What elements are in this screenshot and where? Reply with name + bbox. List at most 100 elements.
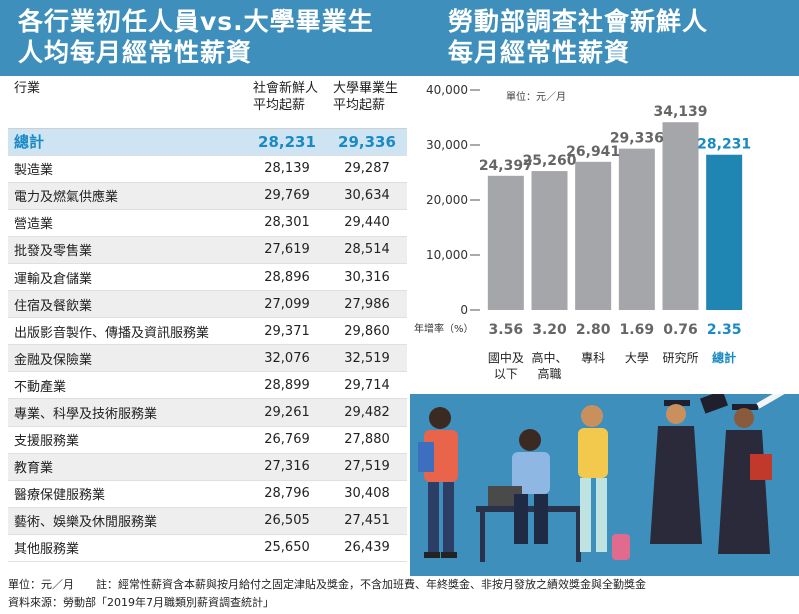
cell-fresh-salary: 25,650 (247, 534, 327, 563)
cell-grad-salary: 29,714 (327, 371, 407, 400)
cell-grad-salary: 29,440 (327, 209, 407, 237)
bar-value-label: 28,231 (697, 137, 751, 153)
category-label-line1: 專科 (581, 351, 605, 365)
cell-grad-salary: 30,316 (327, 263, 407, 292)
cell-fresh-salary: 28,896 (247, 263, 327, 292)
table-row: 不動產業 28,899 29,714 (8, 371, 407, 400)
growth-row-label: 年增率（%） (414, 322, 474, 335)
table-row: 運輸及倉儲業 28,896 30,316 (8, 263, 407, 292)
bar-value-label: 25,260 (522, 153, 576, 169)
graduates-illustration-image (418, 394, 786, 562)
table-row: 教育業 27,316 27,519 (8, 453, 407, 481)
category-label-line1: 國中及 (488, 350, 524, 365)
growth-rate-label: 3.56 (489, 322, 524, 338)
growth-rate-label: 2.80 (576, 322, 611, 338)
growth-rate-label: 0.76 (663, 322, 698, 338)
cell-grad-salary: 27,880 (327, 426, 407, 454)
cell-industry: 製造業 (8, 155, 247, 183)
left-title-line2: 人均每月經常性薪資 (18, 38, 253, 67)
bar-chart-container: 40,000 30,000 20,000 10,000 0 24,397 3.56 國中及以… (412, 76, 799, 394)
cell-grad-salary: 29,287 (327, 155, 407, 183)
cell-fresh-salary: 32,076 (247, 344, 327, 373)
table-header-row: 行業 社會新鮮人 平均起薪 大學畢業生 平均起薪 (8, 76, 407, 129)
student-with-books-figure (418, 407, 458, 558)
cell-grad-salary: 29,482 (327, 398, 407, 427)
table-row: 金融及保險業 32,076 32,519 (8, 344, 407, 373)
category-label-line2: 高職 (537, 366, 561, 381)
cell-fresh-salary: 29,261 (247, 398, 327, 427)
cell-industry: 金融及保險業 (8, 344, 247, 373)
bar-chart: 40,000 30,000 20,000 10,000 0 24,397 3.56 國中及以… (414, 83, 751, 381)
cell-fresh-salary: 26,769 (247, 426, 327, 454)
footer-notes: 單位：元／月 註：經常性薪資含本薪與按月給付之固定津貼及獎金，不含加班費、年終獎… (8, 576, 798, 612)
y-tick-label: 30,000 (426, 138, 468, 152)
table-row: 住宿及餐飲業 27,099 27,986 (8, 290, 407, 319)
cell-fresh-salary: 28,301 (247, 209, 327, 237)
cell-fresh-salary: 27,619 (247, 236, 327, 264)
cell-industry: 專業、科學及技術服務業 (8, 398, 247, 427)
cell-fresh-salary: 29,769 (247, 182, 327, 210)
table-row: 支援服務業 26,769 27,880 (8, 426, 407, 454)
bar (662, 122, 699, 310)
cell-fresh-salary: 28,139 (247, 155, 327, 183)
cell-industry: 運輸及倉儲業 (8, 263, 247, 292)
cell-industry: 電力及燃氣供應業 (8, 182, 247, 210)
cell-industry: 不動產業 (8, 371, 247, 400)
cell-grad-salary: 30,408 (327, 480, 407, 508)
chart-unit-label: 單位：元／月 (506, 90, 566, 103)
table-row: 專業、科學及技術服務業 29,261 29,482 (8, 398, 407, 427)
footer-source: 資料來源：勞動部「2019年7月職類別薪資調查統計」 (8, 596, 274, 609)
cell-grad-salary: 27,451 (327, 507, 407, 535)
growth-rate-label: 1.69 (620, 322, 655, 338)
cell-grad-salary: 26,439 (327, 534, 407, 563)
bar (575, 161, 612, 310)
category-label-line1: 高中、 (531, 350, 567, 365)
bar-value-label: 29,336 (610, 131, 664, 147)
cell-fresh-salary: 28,231 (247, 128, 327, 156)
header-fresh-line2: 平均起薪 (253, 98, 306, 113)
graduate-figure-2 (718, 394, 786, 554)
cell-grad-salary: 32,519 (327, 344, 407, 373)
cell-grad-salary: 27,519 (327, 453, 407, 481)
bar-value-label: 26,941 (566, 144, 620, 160)
right-title-line1: 勞動部調查社會新鮮人 (448, 7, 709, 36)
table-row: 批發及零售業 27,619 28,514 (8, 236, 407, 264)
table-row: 出版影音製作、傳播及資訊服務業 29,371 29,860 (8, 317, 407, 346)
graduate-figure-1 (650, 394, 729, 544)
cell-industry: 總計 (8, 128, 247, 156)
header-grad: 大學畢業生 平均起薪 (327, 76, 407, 129)
y-tick-label: 40,000 (426, 83, 468, 97)
bar (487, 175, 524, 310)
cell-industry: 營造業 (8, 209, 247, 237)
bar-value-label: 24,397 (479, 158, 533, 174)
cell-industry: 住宿及餐飲業 (8, 290, 247, 319)
header-banner: 各行業初任人員vs.大學畢業生 人均每月經常性薪資 勞動部調查社會新鮮人 每月經… (0, 0, 799, 76)
salary-table-container: 行業 社會新鮮人 平均起薪 大學畢業生 平均起薪 總計 28,231 29,336 製… (8, 76, 407, 563)
cell-industry: 教育業 (8, 453, 247, 481)
cell-grad-salary: 29,860 (327, 317, 407, 346)
y-tick-label: 20,000 (426, 193, 468, 207)
category-label-line2: 以下 (494, 367, 518, 381)
cell-industry: 批發及零售業 (8, 236, 247, 264)
cell-industry: 其他服務業 (8, 534, 247, 563)
graduates-illustration (410, 394, 799, 576)
cell-grad-salary: 29,336 (327, 128, 407, 156)
footer-note: 單位：元／月 註：經常性薪資含本薪與按月給付之固定津貼及獎金，不含加班費、年終獎… (8, 578, 646, 591)
woman-figure (578, 405, 630, 560)
cell-fresh-salary: 29,371 (247, 317, 327, 346)
bar (531, 171, 568, 310)
cell-industry: 出版影音製作、傳播及資訊服務業 (8, 317, 247, 346)
table-row: 藝術、娛樂及休閒服務業 26,505 27,451 (8, 507, 407, 535)
y-tick-label: 10,000 (426, 248, 468, 262)
header-grad-line2: 平均起薪 (333, 98, 386, 113)
table-row: 製造業 28,139 29,287 (8, 155, 407, 183)
left-title: 各行業初任人員vs.大學畢業生 人均每月經常性薪資 (18, 6, 374, 68)
bar-highlight (706, 154, 743, 310)
table-row-total: 總計 28,231 29,336 (8, 128, 407, 156)
header-industry: 行業 (8, 76, 247, 129)
cell-grad-salary: 28,514 (327, 236, 407, 264)
cell-fresh-salary: 26,505 (247, 507, 327, 535)
table-row: 醫療保健服務業 28,796 30,408 (8, 480, 407, 508)
growth-rate-label: 2.35 (707, 322, 742, 338)
salary-table: 行業 社會新鮮人 平均起薪 大學畢業生 平均起薪 總計 28,231 29,336 製… (8, 76, 407, 563)
